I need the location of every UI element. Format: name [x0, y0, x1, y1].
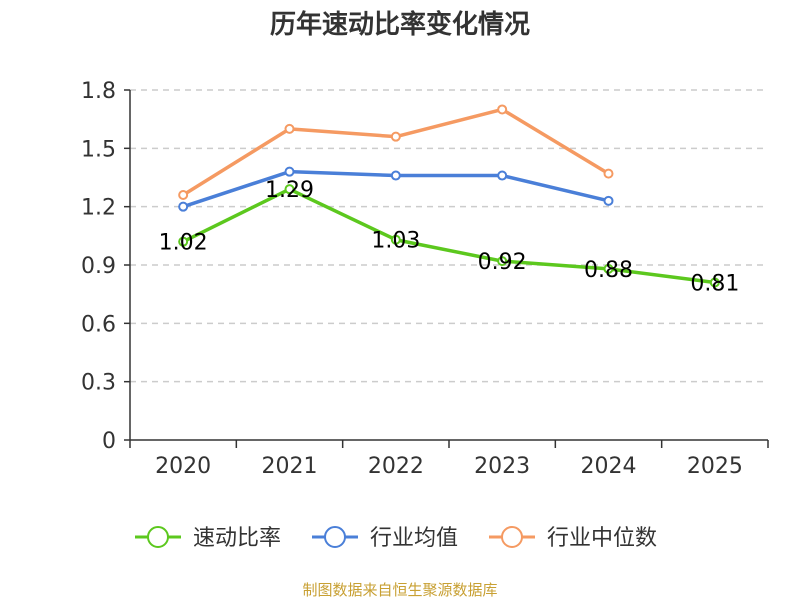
x-tick-label: 2023 — [474, 454, 530, 479]
data-point — [603, 168, 614, 179]
data-point — [497, 104, 508, 115]
y-tick-label: 0 — [102, 429, 116, 454]
data-label: 1.03 — [371, 229, 420, 254]
series-group — [178, 104, 720, 288]
data-point — [178, 201, 189, 212]
legend-item-1[interactable]: 速动比率 — [135, 526, 281, 551]
data-label: 0.81 — [690, 272, 739, 297]
data-point — [390, 234, 401, 245]
y-tick-label: 0.6 — [81, 312, 116, 337]
data-label: 1.29 — [265, 178, 314, 203]
x-tick-label: 2021 — [262, 454, 318, 479]
grid-lines — [130, 89, 768, 383]
data-point — [284, 166, 295, 177]
data-labels: 1.02 1.29 1.03 0.92 0.88 0.81 — [159, 178, 740, 296]
data-label: 0.88 — [584, 258, 633, 283]
legend-swatch-marker — [324, 526, 346, 548]
series-line-3 — [182, 107, 610, 197]
data-point — [178, 190, 189, 200]
data-point — [709, 277, 720, 288]
y-tick-label: 0.9 — [81, 254, 116, 279]
y-tick-label: 1.5 — [81, 137, 116, 162]
legend-item-3[interactable]: 行业中位数 — [489, 526, 657, 551]
series-line-1 — [182, 187, 716, 285]
legend-label: 行业均值 — [370, 526, 458, 551]
data-point — [390, 131, 401, 142]
data-label: 1.02 — [159, 231, 208, 256]
data-point — [284, 123, 295, 134]
y-tick-label: 1.8 — [81, 79, 116, 104]
x-tick-label: 2025 — [687, 454, 743, 479]
chart-title: 历年速动比率变化情况 — [270, 9, 530, 40]
legend-swatch-marker — [501, 526, 523, 548]
data-label: 0.92 — [478, 250, 527, 275]
legend-item-2[interactable]: 行业均值 — [312, 526, 458, 551]
data-point — [603, 195, 614, 206]
data-point — [497, 170, 508, 181]
x-tick-label: 2024 — [581, 454, 637, 479]
data-point — [603, 263, 614, 274]
legend[interactable]: 速动比率 行业均值 行业中位数 — [135, 526, 657, 551]
x-tick-label: 2022 — [368, 454, 424, 479]
axes: 0 0.3 0.6 0.9 1.2 1.5 1.8 2020 2021 2022 2023 2024 2… — [81, 79, 769, 479]
y-tick-label: 0.3 — [81, 371, 116, 396]
legend-label: 行业中位数 — [547, 526, 657, 551]
legend-swatch-marker — [147, 526, 169, 548]
x-tick-label: 2020 — [155, 454, 211, 479]
source-note: 制图数据来自恒生聚源数据库 — [302, 581, 497, 599]
legend-label: 速动比率 — [193, 526, 281, 551]
data-point — [497, 256, 508, 267]
data-point — [390, 170, 401, 181]
data-point — [284, 184, 295, 195]
data-point — [178, 236, 189, 247]
y-tick-label: 1.2 — [81, 196, 116, 221]
